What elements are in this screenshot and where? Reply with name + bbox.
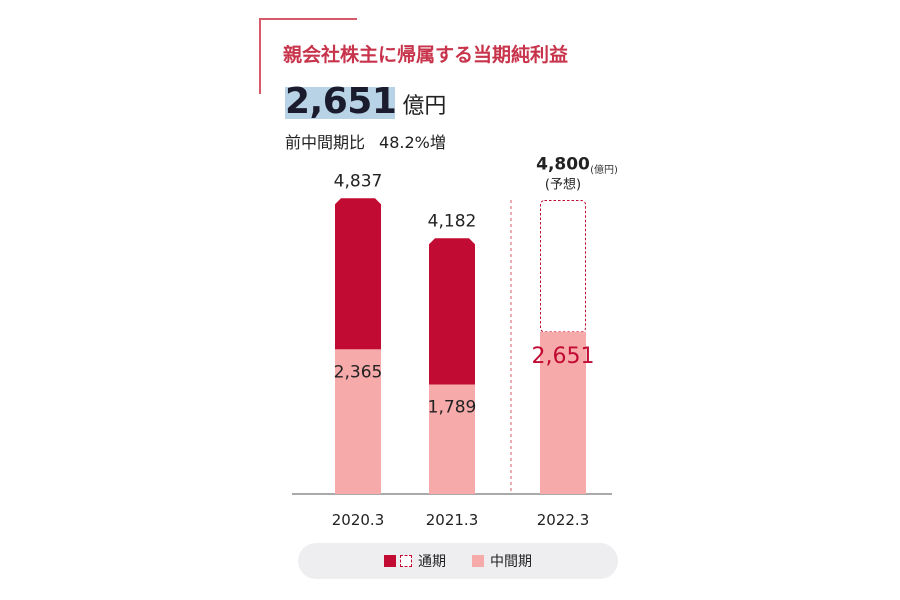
- title-frame-horizontal: [259, 18, 357, 20]
- full-year-label-2021.3: 4,182: [428, 211, 477, 231]
- forecast-label: (予想): [545, 177, 581, 193]
- legend-full-year-label: 通期: [418, 554, 446, 570]
- interim-label-2021.3: 1,789: [428, 398, 477, 418]
- legend-forecast-swatch: [400, 555, 412, 567]
- headline-value: 2,651: [285, 81, 397, 122]
- bar-full-year-2020.3: [335, 198, 381, 350]
- bar-interim-2022.3: [540, 331, 586, 494]
- page-title: 親会社株主に帰属する当期純利益: [283, 44, 569, 66]
- bar-interim-2021.3: [429, 384, 475, 494]
- comparison-line: 前中間期比 48.2%増: [285, 129, 446, 153]
- headline-figure: 2,651 億円: [285, 82, 446, 124]
- bar-full-year-forecast-2022.3: [540, 200, 586, 333]
- comparison-label: 前中間期比: [285, 133, 366, 152]
- headline-highlight: [285, 87, 395, 119]
- bar-interim-2020.3: [335, 349, 381, 494]
- legend-interim-label: 中間期: [490, 554, 532, 570]
- legend-full-year-swatch: [384, 555, 396, 567]
- bar-full-year-2021.3: [429, 238, 475, 385]
- title-frame-vertical: [259, 18, 261, 94]
- full-year-label-2022.3: 4,800: [536, 155, 590, 175]
- full-year-label-2020.3: 4,837: [334, 171, 383, 191]
- category-label-2020.3: 2020.3: [332, 511, 385, 529]
- headline-unit: 億円: [402, 94, 447, 119]
- interim-label-2020.3: 2,365: [334, 362, 383, 382]
- chart-legend: 通期 中間期: [298, 543, 618, 579]
- comparison-value: 48.2%増: [379, 133, 446, 152]
- interim-label-2022.3: 2,651: [532, 344, 595, 369]
- legend-interim-swatch: [472, 555, 484, 567]
- category-label-2021.3: 2021.3: [426, 511, 479, 529]
- category-label-2022.3: 2022.3: [537, 511, 590, 529]
- unit-label: (億円): [590, 163, 618, 176]
